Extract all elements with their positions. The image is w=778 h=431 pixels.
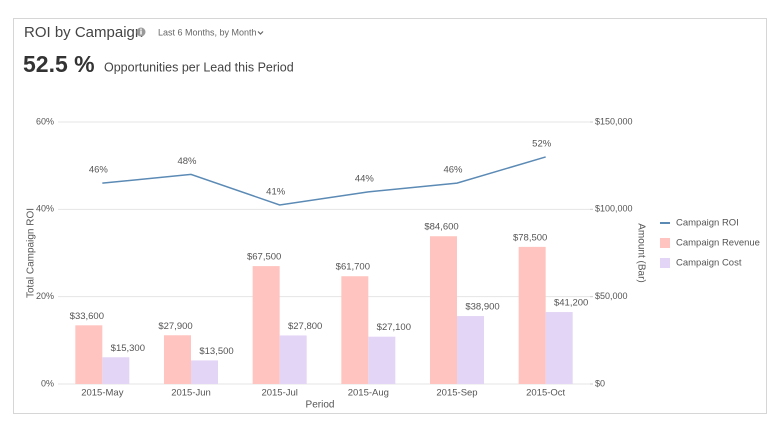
x-tick-label: 2015-Aug xyxy=(348,388,389,399)
bar xyxy=(191,360,218,384)
period-selector[interactable]: Last 6 Months, by Month xyxy=(158,27,257,37)
y-tick-label: 60% xyxy=(36,116,54,126)
bar-value-label: $41,200 xyxy=(554,298,588,309)
info-icon-stem xyxy=(140,30,142,35)
line-value-label: 46% xyxy=(443,165,463,176)
y2-tick-label: $100,000 xyxy=(595,204,633,214)
bar-value-label: $78,500 xyxy=(513,232,547,243)
legend-swatch xyxy=(660,258,670,268)
y-tick-label: 40% xyxy=(36,204,54,214)
bar xyxy=(341,276,369,384)
info-icon-dot xyxy=(140,28,142,30)
y-tick-label: 0% xyxy=(41,378,54,388)
bar-value-label: $84,600 xyxy=(424,222,458,233)
bar-value-label: $33,600 xyxy=(70,311,104,322)
x-tick-label: 2015-Sep xyxy=(436,388,477,399)
y2-tick-label: $0 xyxy=(595,378,605,388)
bar xyxy=(545,312,573,384)
dropdown-chevron[interactable] xyxy=(257,31,264,35)
y2-tick-label: $50,000 xyxy=(595,291,628,301)
line-value-label: 41% xyxy=(266,186,286,197)
bar-value-label: $27,100 xyxy=(377,322,411,333)
widget-title: ROI by Campaign xyxy=(24,24,143,41)
bar-value-label: $15,300 xyxy=(111,343,145,354)
x-axis-title: Period xyxy=(306,400,335,411)
line-value-label: 52% xyxy=(532,138,552,149)
legend-label: Campaign Revenue xyxy=(676,238,760,249)
line xyxy=(102,156,546,206)
x-tick-label: 2015-Jun xyxy=(171,388,211,399)
bar xyxy=(164,335,191,384)
bar-value-label: $38,900 xyxy=(465,302,499,313)
x-tick-label: 2015-Oct xyxy=(526,388,565,399)
bar xyxy=(102,357,130,384)
y-tick-label: 20% xyxy=(36,291,54,301)
kpi-label: Opportunities per Lead this Period xyxy=(104,60,294,74)
bar xyxy=(252,266,280,384)
x-tick-label: 2015-Jul xyxy=(261,388,297,399)
bar-value-label: $27,900 xyxy=(158,321,192,332)
y2-tick-label: $150,000 xyxy=(595,116,633,126)
bar xyxy=(75,325,103,384)
bar xyxy=(368,336,396,384)
bar xyxy=(279,335,307,384)
kpi-value: 52.5 % xyxy=(23,51,95,77)
bar xyxy=(430,236,457,384)
bar-value-label: $67,500 xyxy=(247,252,281,263)
legend-swatch xyxy=(660,238,670,248)
y-axis-title: Total Campaign ROI xyxy=(26,208,37,298)
legend-label: Campaign Cost xyxy=(676,258,742,269)
line-value-label: 48% xyxy=(177,156,197,167)
bar-value-label: $61,700 xyxy=(336,262,370,273)
bar-value-label: $13,500 xyxy=(199,346,233,357)
y2-axis-title: Amount (Bar) xyxy=(635,223,646,282)
bar-value-label: $27,800 xyxy=(288,321,322,332)
line-value-label: 46% xyxy=(89,165,109,176)
bar xyxy=(457,316,484,384)
legend-label: Campaign ROI xyxy=(676,218,739,229)
x-tick-label: 2015-May xyxy=(81,388,123,399)
bar xyxy=(518,246,546,384)
line-value-label: 44% xyxy=(355,173,375,184)
